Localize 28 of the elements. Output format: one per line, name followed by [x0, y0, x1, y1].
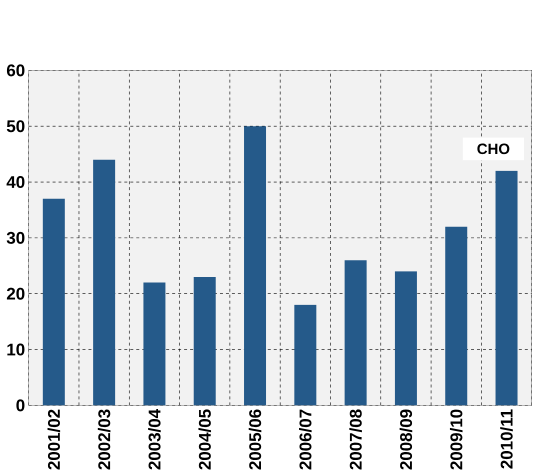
bar	[394, 271, 417, 406]
x-tick-label: 2004/05	[198, 409, 212, 470]
bar	[344, 260, 367, 406]
y-tick-label: 0	[16, 399, 24, 412]
y-tick-label: 60	[6, 64, 24, 76]
text: CHO	[477, 143, 510, 154]
y-tick-label: 10	[7, 343, 24, 356]
bar	[244, 126, 266, 406]
x-tick-label: 2003/04	[148, 408, 161, 470]
x-tick-label: 2008/09	[400, 409, 412, 470]
bar	[445, 226, 468, 406]
y-tick-label: 20	[6, 287, 24, 300]
x-tick-label: 2005/06	[248, 409, 262, 470]
bar	[194, 276, 216, 406]
bar	[42, 198, 65, 406]
x-tick-label: 2010/11	[500, 409, 513, 468]
bar	[496, 170, 518, 406]
x-tick-label: 2001/02	[48, 409, 60, 470]
x-tick-label: 2002/03	[98, 409, 110, 470]
bar	[294, 304, 316, 406]
bar	[93, 159, 116, 406]
x-tick-label: 2009/10	[450, 409, 463, 470]
x-tick-label: 2006/07	[299, 409, 312, 470]
y-tick-label: 30	[6, 232, 24, 244]
bar	[143, 282, 166, 406]
y-tick-label: 50	[6, 120, 24, 132]
y-tick-label: 40	[6, 176, 24, 188]
x-tick-label: 2007/08	[349, 409, 362, 470]
